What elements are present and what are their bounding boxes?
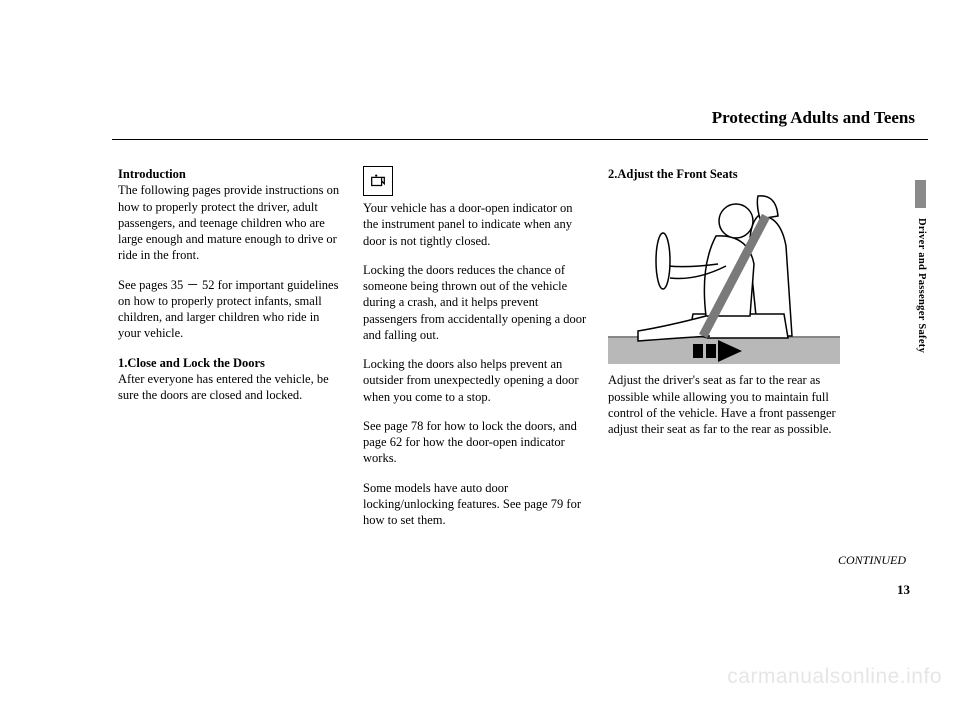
door-indicator-text: Your vehicle has a door-open indicator o…	[363, 200, 588, 249]
see-pages-block: See pages 35 － 52 for important guidelin…	[118, 277, 343, 342]
see-lock-text: See page 78 for how to lock the doors, a…	[363, 418, 588, 467]
column-2: Your vehicle has a door-open indicator o…	[363, 166, 588, 541]
section-label: Driver and Passenger Safety	[916, 218, 927, 353]
door-open-icon	[363, 166, 393, 196]
watermark: carmanualsonline.info	[727, 665, 942, 689]
locking-text-1: Locking the doors reduces the chance of …	[363, 262, 588, 343]
page-title: Protecting Adults and Teens	[712, 108, 915, 128]
column-3: 2.Adjust the Front Seats	[608, 166, 838, 541]
step2-heading: 2.Adjust the Front Seats	[608, 166, 838, 182]
step1-body: After everyone has entered the vehicle, …	[118, 372, 329, 402]
step1-block: 1.Close and Lock the Doors After everyon…	[118, 355, 343, 404]
intro-body: The following pages provide instructions…	[118, 183, 339, 262]
header-rule	[112, 139, 928, 140]
intro-block: Introduction The following pages provide…	[118, 166, 343, 264]
seat-adjust-illustration	[608, 186, 840, 364]
continued-label: CONTINUED	[838, 553, 906, 568]
intro-heading: Introduction	[118, 167, 186, 181]
section-tab	[915, 180, 926, 208]
content-columns: Introduction The following pages provide…	[118, 166, 898, 541]
see-pages-range: 35 － 52	[171, 278, 215, 292]
step2-body: Adjust the driver's seat as far to the r…	[608, 372, 838, 437]
page-number: 13	[897, 582, 910, 598]
auto-lock-text: Some models have auto door locking/unloc…	[363, 480, 588, 529]
step1-heading: 1.Close and Lock the Doors	[118, 356, 265, 370]
locking-text-2: Locking the doors also helps prevent an …	[363, 356, 588, 405]
manual-page: Protecting Adults and Teens Introduction…	[0, 0, 960, 714]
column-1: Introduction The following pages provide…	[118, 166, 343, 541]
see-pages-prefix: See pages	[118, 278, 171, 292]
